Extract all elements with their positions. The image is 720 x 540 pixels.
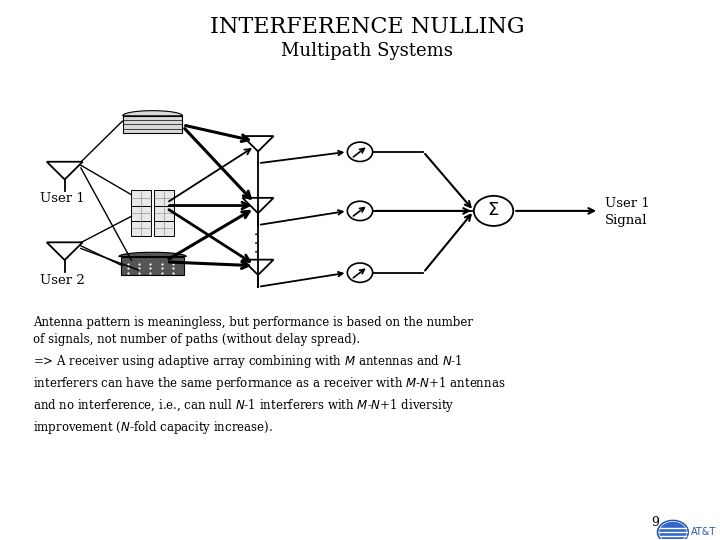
- Circle shape: [657, 521, 688, 540]
- Polygon shape: [121, 256, 184, 275]
- Text: AT&T: AT&T: [690, 527, 716, 537]
- FancyBboxPatch shape: [132, 191, 151, 206]
- Text: User 1: User 1: [605, 198, 649, 211]
- Text: User 1: User 1: [40, 192, 85, 205]
- Text: INTERFERENCE NULLING: INTERFERENCE NULLING: [210, 16, 524, 38]
- Text: User 2: User 2: [40, 274, 85, 287]
- Text: 9: 9: [651, 516, 659, 529]
- Polygon shape: [122, 116, 182, 133]
- Text: $\Sigma$: $\Sigma$: [487, 201, 500, 219]
- Text: => A receiver using adaptive array combining with $M$ antennas and $N$-1
interfe: => A receiver using adaptive array combi…: [33, 353, 505, 436]
- Text: Multipath Systems: Multipath Systems: [281, 42, 453, 60]
- Text: · · ·: · · ·: [251, 231, 265, 253]
- Circle shape: [474, 196, 513, 226]
- FancyBboxPatch shape: [154, 191, 174, 206]
- FancyBboxPatch shape: [132, 206, 151, 220]
- FancyBboxPatch shape: [154, 206, 174, 220]
- Polygon shape: [122, 111, 182, 116]
- FancyBboxPatch shape: [154, 220, 174, 235]
- Text: Signal: Signal: [605, 214, 647, 227]
- Polygon shape: [119, 252, 186, 256]
- Text: Antenna pattern is meaningless, but performance is based on the number
of signal: Antenna pattern is meaningless, but perf…: [33, 316, 473, 346]
- Circle shape: [659, 522, 687, 540]
- FancyBboxPatch shape: [132, 220, 151, 235]
